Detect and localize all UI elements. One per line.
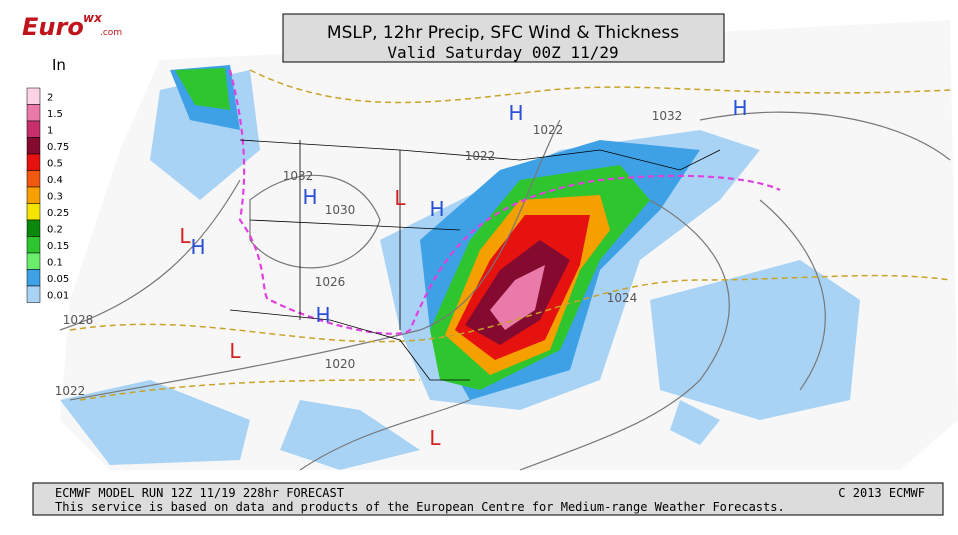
pressure-center: L bbox=[429, 426, 441, 450]
legend-swatch bbox=[26, 137, 41, 155]
map-labels: 1028 1022 1020 1026 1030 1032 1022 1022 1032 1024… bbox=[55, 96, 748, 450]
legend-swatch bbox=[26, 120, 41, 138]
title: MSLP, 12hr Precip, SFC Wind & Thickness bbox=[327, 23, 679, 43]
isobar-label: 1032 bbox=[652, 109, 683, 123]
legend-label: 2 bbox=[47, 92, 53, 103]
540-line bbox=[228, 69, 781, 335]
isobar-label: 1022 bbox=[55, 384, 86, 398]
subtitle: Valid Saturday 00Z 11/29 bbox=[387, 43, 618, 62]
legend-label: 0.2 bbox=[47, 224, 63, 235]
legend-label: 1 bbox=[47, 125, 53, 136]
isobar-label: 1032 bbox=[283, 169, 314, 183]
legend-label: 1.5 bbox=[47, 109, 63, 120]
pressure-center: H bbox=[429, 197, 444, 221]
legend: 2 1.5 1 0.75 0.5 0.4 0.3 0.25 0.2 0.15 0.1 0.05 0.01 bbox=[26, 87, 69, 303]
legend-label: 0.4 bbox=[47, 175, 63, 186]
legend-swatch bbox=[26, 269, 41, 287]
pressure-center: L bbox=[179, 224, 191, 248]
pressure-center: H bbox=[302, 185, 317, 209]
precip-15 bbox=[490, 265, 545, 330]
thickness-lines bbox=[69, 69, 951, 401]
isobar-label: 1030 bbox=[325, 203, 356, 217]
pressure-center: L bbox=[229, 339, 241, 363]
isobar-label: 1028 bbox=[63, 313, 94, 327]
legend-swatch bbox=[26, 186, 41, 204]
legend-swatch bbox=[26, 170, 41, 188]
legend-label: 0.25 bbox=[47, 208, 69, 219]
isobar-label: 1024 bbox=[607, 291, 638, 305]
footer-left: ECMWF MODEL RUN 12Z 11/19 228hr FORECAST bbox=[55, 486, 344, 500]
legend-swatch bbox=[26, 219, 41, 237]
isobar-label: 1022 bbox=[533, 123, 564, 137]
footer-box bbox=[32, 482, 944, 516]
legend-label: 0.3 bbox=[47, 191, 63, 202]
legend-label: 0.01 bbox=[47, 290, 69, 301]
isobars bbox=[59, 111, 951, 471]
legend-swatch bbox=[26, 203, 41, 221]
legend-label: 0.75 bbox=[47, 142, 69, 153]
isobar-label: 1026 bbox=[315, 275, 346, 289]
legend-label: 0.05 bbox=[47, 274, 69, 285]
title-box bbox=[282, 13, 725, 63]
legend-swatch bbox=[26, 104, 41, 122]
legend-swatch bbox=[26, 285, 41, 303]
borders bbox=[229, 139, 721, 381]
pressure-center: H bbox=[732, 96, 747, 120]
pressure-center: H bbox=[315, 303, 330, 327]
pressure-center: H bbox=[190, 235, 205, 259]
pressure-center: H bbox=[508, 101, 523, 125]
legend-swatch bbox=[26, 87, 41, 105]
legend-swatch bbox=[26, 252, 41, 270]
legend-label: 0.15 bbox=[47, 241, 69, 252]
legend-label: 0.1 bbox=[47, 257, 63, 268]
isobar-label: 1022 bbox=[465, 149, 496, 163]
isobar-label: 1020 bbox=[325, 357, 356, 371]
logo-main: Euro bbox=[22, 13, 84, 41]
legend-unit: In bbox=[52, 56, 66, 74]
legend-label: 0.5 bbox=[47, 158, 63, 169]
legend-swatch bbox=[26, 236, 41, 254]
logo-sup: wx bbox=[83, 11, 103, 25]
footer-right: C 2013 ECMWF bbox=[838, 486, 925, 500]
logo-sub: .com bbox=[100, 28, 122, 38]
legend-swatch bbox=[26, 153, 41, 171]
footer-note: This service is based on data and produc… bbox=[55, 500, 785, 514]
pressure-center: L bbox=[394, 186, 406, 210]
